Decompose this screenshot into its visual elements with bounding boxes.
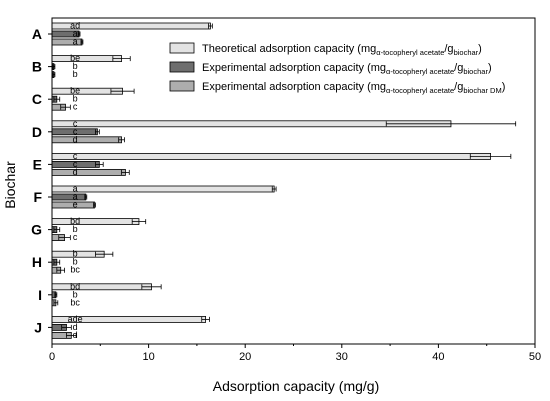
significance-label-E-series-3: d — [73, 167, 78, 177]
significance-label-C-series-3: c — [73, 102, 78, 112]
legend-subscript: α-tocopheryl acetate — [376, 48, 444, 57]
bar-F-series-1 — [51, 185, 275, 193]
x-tick-label-20: 20 — [239, 351, 251, 363]
bar-I-series-1 — [51, 283, 152, 291]
bar-D-series-3 — [51, 136, 122, 144]
legend-swatch-series-1 — [169, 42, 195, 54]
legend-text-part: Theoretical adsorption capacity (mg — [202, 43, 376, 55]
significance-label-A-series-3: a — [73, 37, 78, 47]
legend-text-part: ) — [488, 62, 492, 74]
significance-label-E-series-1: c — [73, 151, 78, 161]
legend-subscript: α-tocopheryl acetate — [386, 67, 454, 76]
significance-label-H-series-1: b — [73, 249, 78, 259]
category-label-D: D — [32, 124, 42, 140]
significance-label-I-series-1: bd — [70, 281, 80, 291]
bar-E-series-1 — [51, 152, 491, 160]
x-tick-label-0: 0 — [49, 351, 55, 363]
significance-label-F-series-1: a — [73, 184, 78, 194]
legend-subscript: α-tocopheryl acetate — [386, 86, 454, 95]
bar-G-series-1 — [51, 218, 140, 226]
significance-label-G-series-3: c — [73, 232, 78, 242]
y-axis-title: Biochar — [2, 161, 18, 209]
significance-label-B-series-1: be — [70, 53, 80, 63]
bar-E-series-3 — [51, 168, 126, 176]
significance-label-B-series-2: b — [73, 61, 78, 71]
significance-label-A-series-1: ad — [70, 21, 80, 31]
legend-subscript: biochar DM — [463, 86, 501, 95]
x-tick-label-50: 50 — [529, 351, 541, 363]
significance-label-F-series-2: a — [73, 192, 78, 202]
category-label-I: I — [38, 287, 42, 303]
significance-label-E-series-2: c — [73, 159, 78, 169]
legend-swatch-series-2 — [169, 61, 195, 73]
x-tick-label-40: 40 — [432, 351, 444, 363]
legend-label-series-2: Experimental adsorption capacity (mgα-to… — [202, 62, 492, 76]
significance-label-H-series-3: bc — [70, 265, 80, 275]
x-tick-label-30: 30 — [336, 351, 348, 363]
significance-label-C-series-2: b — [73, 94, 78, 104]
legend-text-part: /g — [454, 81, 463, 93]
legend-text-part: Experimental adsorption capacity (mg — [202, 62, 386, 74]
significance-label-F-series-3: e — [73, 200, 78, 210]
significance-label-A-series-2: a — [73, 29, 78, 39]
category-label-B: B — [32, 59, 42, 75]
legend-text-part: Experimental adsorption capacity (mg — [202, 81, 386, 93]
significance-label-G-series-2: b — [73, 224, 78, 234]
significance-label-C-series-1: be — [70, 86, 80, 96]
significance-label-J-series-2: d — [73, 322, 78, 332]
x-axis-title: Adsorption capacity (mg/g) — [213, 378, 380, 394]
bar-B-series-1 — [51, 55, 122, 62]
significance-label-I-series-2: b — [73, 289, 78, 299]
legend-text-part: /g — [444, 43, 453, 55]
legend-label-series-1: Theoretical adsorption capacity (mgα-toc… — [202, 43, 482, 57]
legend-text-part: ) — [502, 81, 506, 93]
significance-label-J-series-1: ade — [68, 314, 83, 324]
legend: Theoretical adsorption capacity (mgα-toc… — [169, 42, 505, 95]
significance-label-H-series-2: b — [73, 257, 78, 267]
legend-swatch-series-3 — [169, 80, 195, 92]
category-label-J: J — [34, 319, 42, 335]
category-label-A: A — [32, 26, 42, 42]
category-label-C: C — [32, 91, 42, 107]
legend-text-part: /g — [454, 62, 463, 74]
category-label-H: H — [32, 254, 42, 270]
significance-label-D-series-2: c — [73, 126, 78, 136]
bar-F-series-2 — [51, 193, 87, 201]
significance-label-J-series-3: d — [73, 330, 78, 340]
legend-subscript: biochar — [463, 67, 488, 76]
significance-label-B-series-3: b — [73, 69, 78, 79]
category-label-G: G — [31, 222, 42, 238]
x-tick-label-10: 10 — [142, 351, 154, 363]
significance-label-D-series-1: c — [73, 118, 78, 128]
legend-label-series-3: Experimental adsorption capacity (mgα-to… — [202, 81, 505, 95]
significance-label-G-series-1: bd — [70, 216, 80, 226]
significance-label-I-series-3: bc — [70, 297, 80, 307]
legend-text-part: ) — [478, 43, 482, 55]
category-label-F: F — [33, 189, 42, 205]
significance-label-D-series-3: d — [73, 134, 78, 144]
axes-layer: A BC DE F GH IJ 0 10 20 30 40 50 — [31, 17, 541, 363]
category-label-E: E — [33, 156, 42, 172]
legend-subscript: biochar — [454, 48, 479, 57]
